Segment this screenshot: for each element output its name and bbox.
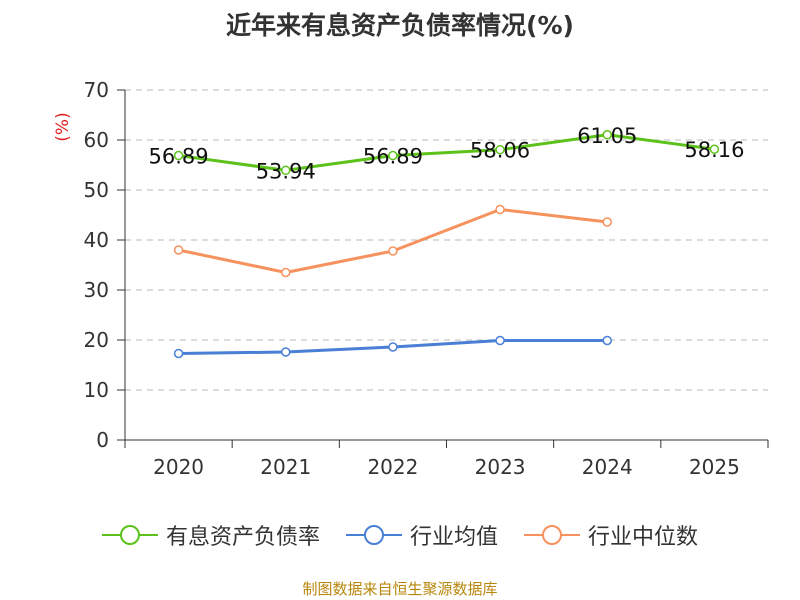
data-point <box>281 347 291 357</box>
data-label: 58.16 <box>684 138 744 162</box>
data-point <box>602 335 612 346</box>
data-point <box>388 246 398 256</box>
data-point <box>602 130 612 140</box>
legend-swatch-green <box>101 525 158 545</box>
legend-item-industry-mean[interactable]: 行业均值 <box>345 519 498 551</box>
x-tick-label: 2020 <box>153 455 204 479</box>
axes: 0 10 20 30 40 50 60 70 2020 2021 2022 2023 2024 2025 <box>84 78 769 479</box>
y-tick-label: 50 <box>84 178 109 202</box>
x-tick-label: 2022 <box>367 455 418 479</box>
data-point <box>173 348 184 359</box>
x-tick-label: 2025 <box>689 455 740 479</box>
data-point <box>495 335 505 346</box>
data-point <box>495 204 505 215</box>
x-tick-label: 2021 <box>260 455 311 479</box>
y-tick-label: 10 <box>84 378 109 402</box>
data-label: 58.06 <box>470 139 530 163</box>
data-point <box>281 267 291 278</box>
data-point <box>281 165 291 176</box>
data-label: 53.94 <box>256 159 316 183</box>
data-point <box>602 217 612 227</box>
legend-label: 行业均值 <box>409 525 498 550</box>
gridlines <box>125 89 768 391</box>
source-note: 制图数据来自恒生聚源数据库 <box>302 580 498 598</box>
data-label: 56.89 <box>149 145 209 169</box>
data-label: 56.89 <box>363 145 423 169</box>
y-tick-label: 0 <box>96 428 109 452</box>
y-tick-label: 60 <box>84 128 109 152</box>
data-point <box>495 144 505 155</box>
y-axis-label: (%) <box>53 112 73 141</box>
y-tick-label: 40 <box>84 228 109 252</box>
legend: 有息资产负债率 行业均值 行业中位数 <box>0 519 800 551</box>
data-point <box>173 245 184 255</box>
legend-item-interest-debt-ratio[interactable]: 有息资产负债率 <box>101 519 320 551</box>
data-point <box>709 144 720 154</box>
series-line <box>178 208 608 274</box>
x-tick-label: 2024 <box>582 455 633 479</box>
data-point <box>173 150 184 161</box>
y-tick-label: 30 <box>84 278 109 302</box>
legend-item-industry-median[interactable]: 行业中位数 <box>524 519 698 551</box>
data-point <box>388 342 398 352</box>
legend-label: 行业中位数 <box>588 525 699 550</box>
series-layer <box>173 130 720 359</box>
data-point <box>388 150 398 161</box>
legend-label: 有息资产负债率 <box>165 525 320 550</box>
legend-swatch-orange <box>524 525 580 545</box>
x-tick-label: 2023 <box>475 455 526 479</box>
legend-swatch-blue <box>345 525 402 545</box>
series-line <box>178 133 715 172</box>
data-label: 61.05 <box>577 124 637 148</box>
y-tick-label: 70 <box>84 78 109 102</box>
data-labels: 56.89 53.94 56.89 58.06 61.05 58.16 <box>149 124 745 184</box>
y-tick-label: 20 <box>84 328 109 352</box>
chart-title: 近年来有息资产负债率情况(%) <box>226 11 574 40</box>
